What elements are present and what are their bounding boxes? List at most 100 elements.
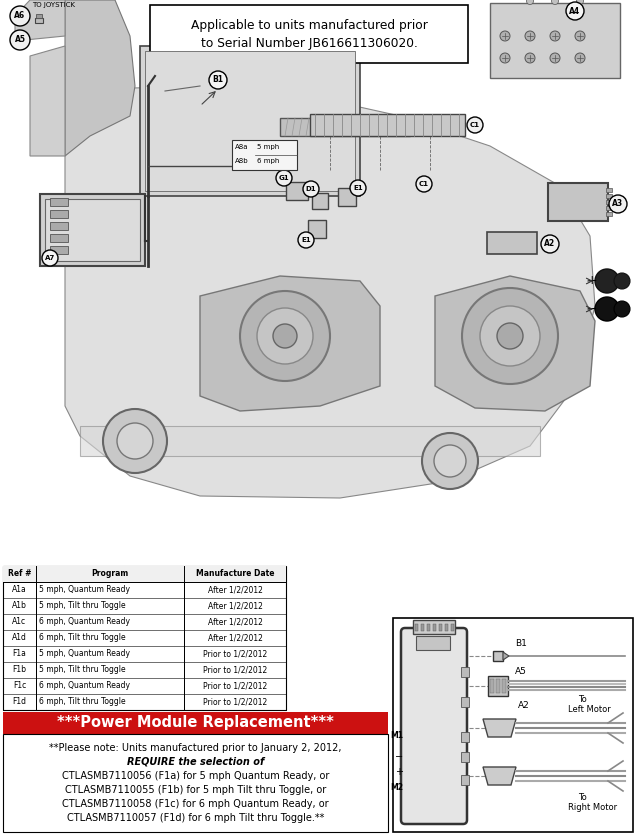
Bar bbox=[490, 3, 620, 78]
Text: 6 mph, Quantum Ready: 6 mph, Quantum Ready bbox=[39, 681, 130, 691]
Text: A1c: A1c bbox=[13, 618, 27, 626]
Text: After 1/2/2012: After 1/2/2012 bbox=[208, 585, 262, 594]
Polygon shape bbox=[200, 276, 380, 411]
Bar bbox=[450, 624, 454, 631]
Text: A4: A4 bbox=[569, 7, 580, 16]
Circle shape bbox=[550, 53, 560, 63]
Bar bbox=[3, 712, 388, 734]
Text: Prior to 1/2/2012: Prior to 1/2/2012 bbox=[203, 697, 267, 706]
Circle shape bbox=[462, 288, 558, 384]
Text: A2: A2 bbox=[545, 239, 555, 248]
Circle shape bbox=[298, 232, 314, 248]
Text: CTLASMB7110058 (F1c) for 6 mph Quantum Ready, or: CTLASMB7110058 (F1c) for 6 mph Quantum R… bbox=[62, 799, 329, 809]
Text: Prior to 1/2/2012: Prior to 1/2/2012 bbox=[203, 681, 267, 691]
Text: 6 mph, Tilt thru Toggle: 6 mph, Tilt thru Toggle bbox=[39, 697, 125, 706]
Bar bbox=[3, 566, 286, 710]
Text: A3: A3 bbox=[612, 200, 624, 208]
Text: +: + bbox=[395, 767, 403, 777]
Text: A1d: A1d bbox=[12, 634, 27, 643]
Circle shape bbox=[276, 170, 292, 186]
Text: Prior to 1/2/2012: Prior to 1/2/2012 bbox=[203, 650, 267, 659]
Text: After 1/2/2012: After 1/2/2012 bbox=[208, 601, 262, 610]
Circle shape bbox=[552, 0, 559, 4]
Text: A8b: A8b bbox=[235, 158, 248, 164]
Text: After 1/2/2012: After 1/2/2012 bbox=[208, 618, 262, 626]
Text: 5 mph, Tilt thru Toggle: 5 mph, Tilt thru Toggle bbox=[39, 665, 125, 675]
Text: E1: E1 bbox=[353, 185, 363, 191]
Bar bbox=[606, 206, 612, 210]
Circle shape bbox=[434, 445, 466, 477]
Bar bbox=[35, 18, 43, 23]
Bar bbox=[415, 624, 417, 631]
Text: Left Motor: Left Motor bbox=[568, 706, 611, 715]
Text: −: − bbox=[587, 303, 598, 315]
Text: A1b: A1b bbox=[12, 601, 27, 610]
Text: 5 mph: 5 mph bbox=[257, 144, 279, 150]
Bar bbox=[280, 118, 410, 136]
Polygon shape bbox=[15, 0, 65, 41]
Bar bbox=[3, 734, 388, 832]
Text: CTLASMB7110055 (F1b) for 5 mph Tilt thru Toggle, or: CTLASMB7110055 (F1b) for 5 mph Tilt thru… bbox=[65, 785, 326, 795]
Bar bbox=[393, 618, 633, 832]
Bar bbox=[445, 624, 448, 631]
Text: F1a: F1a bbox=[13, 650, 27, 659]
Text: Manufacture Date: Manufacture Date bbox=[196, 569, 275, 579]
Circle shape bbox=[240, 291, 330, 381]
Text: A5: A5 bbox=[515, 667, 527, 676]
Circle shape bbox=[500, 53, 510, 63]
Bar bbox=[232, 140, 297, 170]
Bar bbox=[606, 200, 612, 204]
Bar bbox=[310, 114, 465, 136]
Circle shape bbox=[609, 195, 627, 213]
Text: 5 mph, Quantum Ready: 5 mph, Quantum Ready bbox=[39, 585, 130, 594]
Text: Prior to 1/2/2012: Prior to 1/2/2012 bbox=[203, 665, 267, 675]
Circle shape bbox=[541, 235, 559, 253]
Circle shape bbox=[525, 53, 535, 63]
Polygon shape bbox=[483, 767, 516, 785]
Text: 6 mph, Tilt thru Toggle: 6 mph, Tilt thru Toggle bbox=[39, 634, 125, 643]
Bar bbox=[548, 183, 608, 221]
Text: M2: M2 bbox=[390, 782, 403, 792]
Bar bbox=[461, 752, 469, 762]
Circle shape bbox=[416, 176, 432, 192]
Bar bbox=[438, 624, 441, 631]
Text: B1: B1 bbox=[213, 75, 224, 84]
Text: To: To bbox=[578, 793, 587, 803]
Bar bbox=[140, 46, 360, 196]
Text: F1b: F1b bbox=[13, 665, 27, 675]
Bar bbox=[312, 193, 328, 209]
Circle shape bbox=[497, 323, 523, 349]
Circle shape bbox=[467, 117, 483, 133]
Bar bbox=[606, 194, 612, 198]
Circle shape bbox=[350, 180, 366, 196]
Circle shape bbox=[209, 71, 227, 89]
Bar bbox=[490, 679, 494, 693]
Text: +: + bbox=[587, 273, 598, 287]
Polygon shape bbox=[435, 276, 595, 411]
Text: C1: C1 bbox=[470, 122, 480, 128]
Text: A2: A2 bbox=[518, 701, 530, 711]
Circle shape bbox=[103, 409, 167, 473]
Bar bbox=[308, 220, 326, 238]
Circle shape bbox=[117, 423, 153, 459]
Text: REQUIRE the selection of: REQUIRE the selection of bbox=[127, 757, 264, 767]
Text: CTLASMB7110056 (F1a) for 5 mph Quantum Ready, or: CTLASMB7110056 (F1a) for 5 mph Quantum R… bbox=[62, 771, 329, 781]
Bar bbox=[50, 222, 68, 230]
Bar bbox=[36, 14, 42, 18]
Bar bbox=[461, 732, 469, 742]
Bar bbox=[461, 697, 469, 707]
Text: A7: A7 bbox=[45, 255, 55, 261]
Text: 5 mph, Quantum Ready: 5 mph, Quantum Ready bbox=[39, 650, 130, 659]
Bar bbox=[50, 234, 68, 242]
Bar bbox=[3, 566, 286, 582]
Bar bbox=[145, 51, 355, 191]
Bar bbox=[338, 188, 356, 206]
Text: A8a: A8a bbox=[235, 144, 248, 150]
Circle shape bbox=[303, 181, 319, 197]
Circle shape bbox=[525, 31, 535, 41]
Circle shape bbox=[595, 269, 619, 293]
Bar bbox=[420, 624, 424, 631]
Circle shape bbox=[480, 306, 540, 366]
Circle shape bbox=[614, 273, 630, 289]
Text: Applicable to units manufactured prior
to Serial Number JB616611306020.: Applicable to units manufactured prior t… bbox=[190, 18, 427, 49]
